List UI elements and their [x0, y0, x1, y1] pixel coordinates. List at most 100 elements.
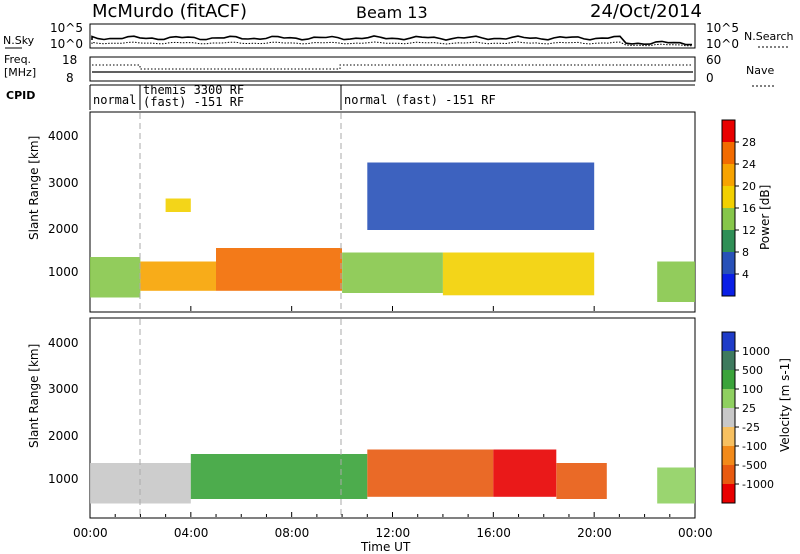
- power-y-tick-1000: 1000: [48, 265, 79, 279]
- power-y-tick-2000: 2000: [48, 222, 79, 236]
- colorbar-swatch: [722, 186, 735, 209]
- velocity-y-tick-1000: 1000: [48, 472, 79, 486]
- sky-bottom-tick: 10^0: [50, 37, 83, 51]
- x-tick-label: 00:00: [73, 526, 108, 540]
- velocity-y-tick-4000: 4000: [48, 336, 79, 350]
- freq-label: Freq.: [4, 53, 31, 66]
- cpid-segment-3: normal (fast) -151 RF: [344, 93, 496, 107]
- sky-right-bottom-tick: 10^0: [706, 37, 739, 51]
- colorbar-swatch: [722, 446, 735, 466]
- x-tick-label: 08:00: [275, 526, 310, 540]
- colorbar-tick-label: 25: [742, 402, 756, 415]
- heatmap-region: [556, 463, 607, 499]
- colorbar-swatch: [722, 408, 735, 428]
- colorbar-tick-label: 16: [742, 202, 756, 215]
- power-colorbar-ticks: 28 24 20 16 12 8 4: [735, 136, 756, 281]
- station-title: McMurdo (fitACF): [92, 1, 247, 22]
- colorbar-swatch: [722, 142, 735, 165]
- heatmap-region: [140, 261, 216, 291]
- freq-bottom-tick: 8: [66, 71, 74, 85]
- colorbar-tick-label: 20: [742, 180, 756, 193]
- colorbar-tick-label: -100: [742, 440, 767, 453]
- velocity-y-label: Slant Range [km]: [27, 344, 41, 448]
- freq-unit-label: [MHz]: [4, 66, 36, 79]
- velocity-y-tick-3000: 3000: [48, 382, 79, 396]
- heatmap-region: [657, 261, 695, 302]
- x-tick-label: 04:00: [174, 526, 209, 540]
- cpid-segment-2-line2: (fast) -151 RF: [143, 95, 244, 109]
- colorbar-swatch: [722, 208, 735, 231]
- power-heatmap: [90, 162, 695, 302]
- colorbar-tick-label: -500: [742, 459, 767, 472]
- colorbar-tick-label: -1000: [742, 478, 774, 491]
- heatmap-region: [216, 248, 342, 291]
- sky-top-tick: 10^5: [50, 21, 83, 35]
- heatmap-region: [190, 454, 368, 499]
- nsky-label: N.Sky: [3, 34, 35, 47]
- heatmap-region: [367, 449, 494, 497]
- colorbar-swatch: [722, 389, 735, 409]
- freq-top-tick: 18: [62, 53, 77, 67]
- date-title: 24/Oct/2014: [590, 1, 702, 22]
- colorbar-swatch: [722, 274, 735, 297]
- colorbar-tick-label: 12: [742, 224, 756, 237]
- x-tick-label: 12:00: [376, 526, 411, 540]
- nsearch-line: [91, 41, 692, 47]
- sky-right-top-tick: 10^5: [706, 21, 739, 35]
- x-tick-label: 00:00: [678, 526, 713, 540]
- heatmap-region: [140, 463, 191, 504]
- velocity-colorbar-ticks: 1000 500 100 25 -25 -100 -500 -1000: [735, 345, 774, 491]
- colorbar-tick-label: 500: [742, 364, 763, 377]
- colorbar-tick-label: 8: [742, 246, 749, 259]
- colorbar-swatch: [722, 484, 735, 504]
- x-axis-ticks: 00:00 04:00 08:00 12:00 16:00 20:00 00:00: [73, 306, 713, 540]
- cpid-segment-2-line1: themis 3300 RF: [143, 83, 244, 97]
- colorbar-tick-label: -25: [742, 421, 760, 434]
- colorbar-swatch: [722, 230, 735, 253]
- heatmap-region: [442, 252, 595, 296]
- x-tick-label: 16:00: [476, 526, 511, 540]
- sky-count-lines: [91, 35, 692, 47]
- nsky-line: [91, 35, 692, 46]
- nave-top-tick: 60: [706, 53, 721, 67]
- colorbar-swatch: [722, 164, 735, 187]
- colorbar-frame: [721, 331, 736, 504]
- velocity-colorbar-label: Velocity [m s-1]: [778, 358, 792, 452]
- colorbar-swatch: [722, 252, 735, 275]
- power-colorbar: [721, 119, 736, 297]
- heatmap-region: [90, 257, 141, 298]
- power-y-tick-4000: 4000: [48, 129, 79, 143]
- heatmap-region: [367, 162, 595, 230]
- nsearch-label: N.Search: [744, 30, 794, 43]
- cpid-label: CPID: [6, 89, 35, 102]
- freq-panel-frame: [89, 56, 696, 82]
- power-colorbar-label: Power [dB]: [758, 185, 772, 250]
- colorbar-swatch: [722, 427, 735, 447]
- velocity-y-tick-2000: 2000: [48, 429, 79, 443]
- nave-line: [92, 64, 693, 70]
- velocity-colorbar: [721, 331, 736, 504]
- beam-title: Beam 13: [356, 3, 428, 22]
- colorbar-tick-label: 4: [742, 268, 749, 281]
- heatmap-region: [493, 449, 557, 497]
- colorbar-tick-label: 28: [742, 136, 756, 149]
- heatmap-region: [657, 467, 695, 504]
- cpid-segment-1: normal: [93, 93, 136, 107]
- colorbar-tick-label: 1000: [742, 345, 770, 358]
- colorbar-swatch: [722, 465, 735, 485]
- velocity-heatmap: [90, 449, 695, 504]
- power-y-label: Slant Range [km]: [27, 136, 41, 240]
- colorbar-swatch: [722, 332, 735, 352]
- sky-panel-frame: [89, 23, 696, 49]
- colorbar-swatch: [722, 351, 735, 371]
- x-axis-label: Time UT: [360, 540, 411, 554]
- heatmap-region: [342, 252, 443, 293]
- nave-label: Nave: [746, 64, 774, 77]
- x-tick-label: 20:00: [577, 526, 612, 540]
- heatmap-region: [90, 463, 141, 504]
- nave-bottom-tick: 0: [706, 71, 714, 85]
- colorbar-tick-label: 100: [742, 383, 763, 396]
- colorbar-swatch: [722, 120, 735, 143]
- heatmap-region: [165, 198, 191, 212]
